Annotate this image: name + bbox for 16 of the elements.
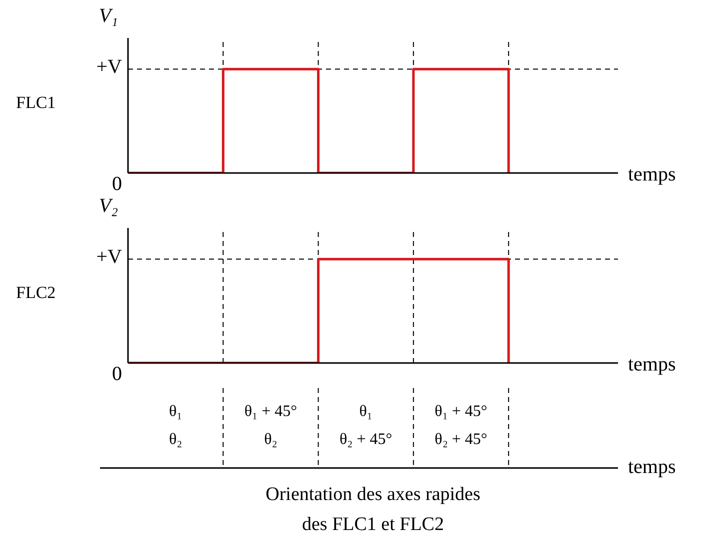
category-label: θ₁ θ₂ + 45°: [338, 402, 394, 450]
category-label: θ₁ + 45° θ₂: [243, 402, 298, 450]
y-axis-title: V₂: [98, 195, 118, 218]
text: 0: [112, 363, 122, 386]
text: temps: [628, 456, 676, 479]
category-label: θ₁ + 45° θ₂ + 45°: [434, 402, 488, 450]
text: FLC2: [16, 283, 56, 303]
text: Orientation des axes rapides des FLC1 et FLC2: [264, 483, 482, 537]
y-axis-title: V₁: [98, 5, 118, 28]
text: 0: [112, 173, 122, 196]
x-axis-title: temps: [628, 354, 676, 376]
text: +V: [96, 246, 122, 270]
category-label: θ₁ θ₂: [168, 402, 184, 450]
text: FLC1: [16, 93, 56, 113]
text: +V: [96, 56, 122, 80]
x-axis-title: temps: [628, 164, 676, 186]
